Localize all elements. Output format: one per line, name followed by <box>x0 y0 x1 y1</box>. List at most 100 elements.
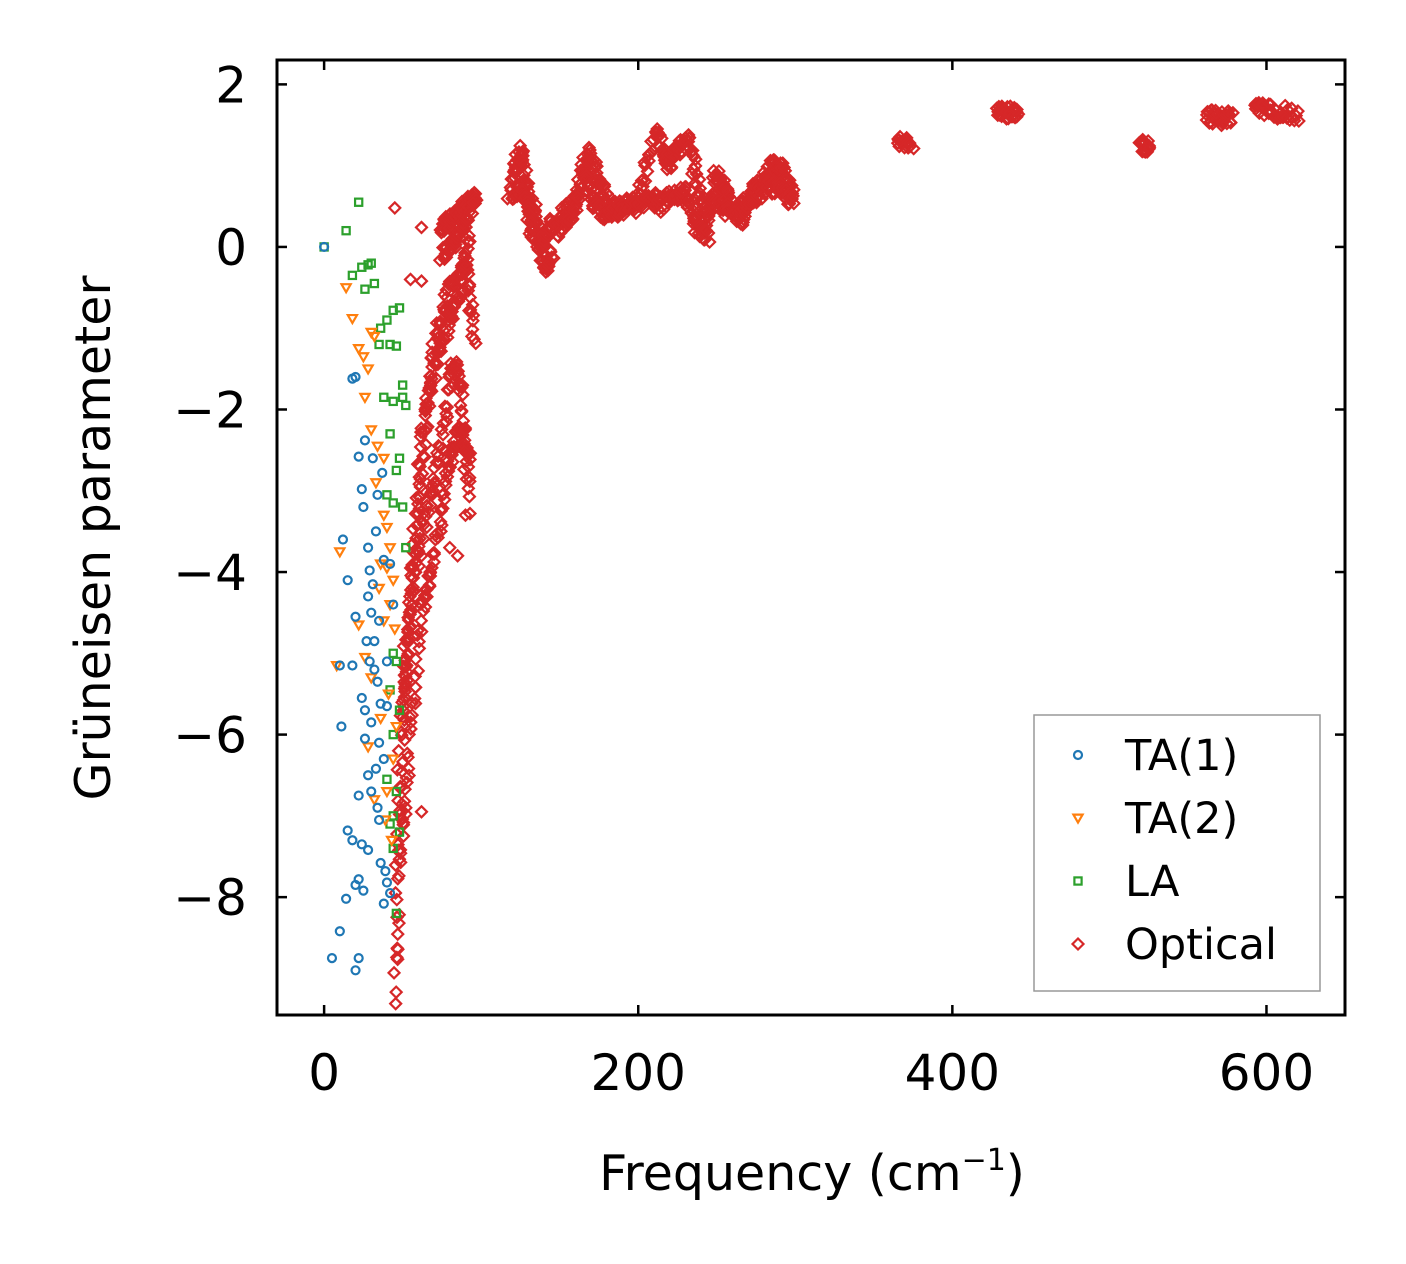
optical-point <box>643 146 658 161</box>
ta-1-point <box>366 607 377 618</box>
legend-marker-ta-2 <box>1071 813 1085 825</box>
optical-point <box>418 423 433 438</box>
legend-label: LA <box>1125 857 1180 907</box>
optical-point <box>605 201 620 216</box>
optical-point <box>436 299 451 315</box>
legend-label: TA(2) <box>1124 794 1238 844</box>
optical-point <box>388 885 403 900</box>
ta-1-point <box>372 676 383 687</box>
optical-point <box>641 153 657 168</box>
optical-point <box>418 582 433 597</box>
ta-1-point <box>350 371 361 383</box>
optical-point <box>435 441 451 456</box>
optical-point <box>589 159 604 174</box>
la-point <box>397 502 408 512</box>
optical-point <box>782 191 797 206</box>
optical-point <box>393 855 408 870</box>
optical-point <box>517 190 532 205</box>
ta-2-point <box>345 313 359 326</box>
series-ta-1 <box>319 241 399 976</box>
optical-point <box>742 197 757 212</box>
la-point <box>366 258 376 268</box>
ta-1-point <box>373 814 385 826</box>
optical-point <box>420 395 435 410</box>
y-tick-label: −8 <box>173 869 247 927</box>
optical-point <box>465 206 480 221</box>
optical-point <box>428 475 443 490</box>
legend: TA(1) TA(2) LA Optical <box>1033 714 1321 992</box>
optical-point <box>415 449 431 464</box>
legend-label: TA(1) <box>1124 731 1238 781</box>
optical-point <box>681 134 696 149</box>
optical-point <box>412 531 427 546</box>
legend-item-optical: Optical <box>1070 920 1277 970</box>
optical-point <box>440 382 455 397</box>
legend-marker-la <box>1073 876 1083 886</box>
optical-point <box>406 584 422 599</box>
la-point <box>388 729 398 740</box>
axis-ticks <box>277 60 1345 1015</box>
optical-point <box>391 868 406 883</box>
ta-1-point <box>356 484 367 495</box>
optical-point <box>438 321 454 336</box>
optical-point <box>462 234 477 249</box>
tick-labels: 0 200 400 600 2 0 −2 −4 −6 −8 <box>173 56 1314 1102</box>
ta-2-point <box>364 425 378 437</box>
ta-1-point <box>341 893 352 904</box>
legend-marker-optical <box>1070 936 1086 952</box>
la-point <box>341 225 351 236</box>
ta-1-point <box>336 721 347 732</box>
ta-1-point <box>319 241 330 253</box>
la-point <box>391 656 402 667</box>
la-point <box>382 315 392 325</box>
optical-point <box>1223 115 1238 130</box>
y-tick-label: 0 <box>215 219 247 277</box>
ta-1-point <box>353 874 364 885</box>
la-point <box>382 774 392 784</box>
y-axis-title: Grüneisen parameter <box>65 275 122 801</box>
ta-2-point <box>374 713 388 726</box>
ta-1-point <box>373 615 385 626</box>
legend-label: Optical <box>1125 920 1277 970</box>
legend-item-la: LA <box>1073 857 1180 907</box>
ta-2-point <box>377 616 391 628</box>
optical-point <box>390 871 405 886</box>
ta-1-point <box>366 717 377 728</box>
ta-1-point <box>359 733 371 744</box>
ta-1-point <box>388 599 399 610</box>
ta-2-point <box>358 392 372 405</box>
optical-point <box>436 331 451 346</box>
optical-point <box>435 334 450 349</box>
ta-1-point <box>362 844 374 856</box>
optical-point <box>650 121 665 137</box>
optical-point <box>402 620 417 635</box>
optical-point <box>785 188 801 203</box>
ta-1-point <box>372 802 383 813</box>
la-point <box>394 453 405 463</box>
optical-point <box>414 220 429 235</box>
x-tick-label: 200 <box>591 1044 686 1102</box>
ta-2-point <box>377 510 391 522</box>
ta-1-point <box>375 857 386 869</box>
x-tick-label: 600 <box>1219 1044 1314 1102</box>
optical-point <box>398 669 413 684</box>
optical-point <box>392 907 407 922</box>
la-point <box>391 341 402 351</box>
optical-point <box>1141 133 1156 149</box>
y-tick-label: −6 <box>173 707 247 765</box>
optical-point <box>462 474 477 489</box>
optical-point <box>906 141 921 156</box>
ta-2-point <box>385 835 399 848</box>
optical-point <box>1219 116 1234 131</box>
optical-point <box>458 508 473 523</box>
optical-point <box>411 506 426 521</box>
optical-point <box>1290 104 1305 119</box>
optical-point <box>455 284 470 299</box>
optical-point <box>446 311 461 326</box>
ta-1-point <box>381 701 393 712</box>
optical-point <box>441 221 457 236</box>
ta-1-point <box>372 489 383 500</box>
ta-2-point <box>380 786 394 799</box>
optical-point <box>570 190 585 205</box>
optical-point <box>403 272 418 287</box>
